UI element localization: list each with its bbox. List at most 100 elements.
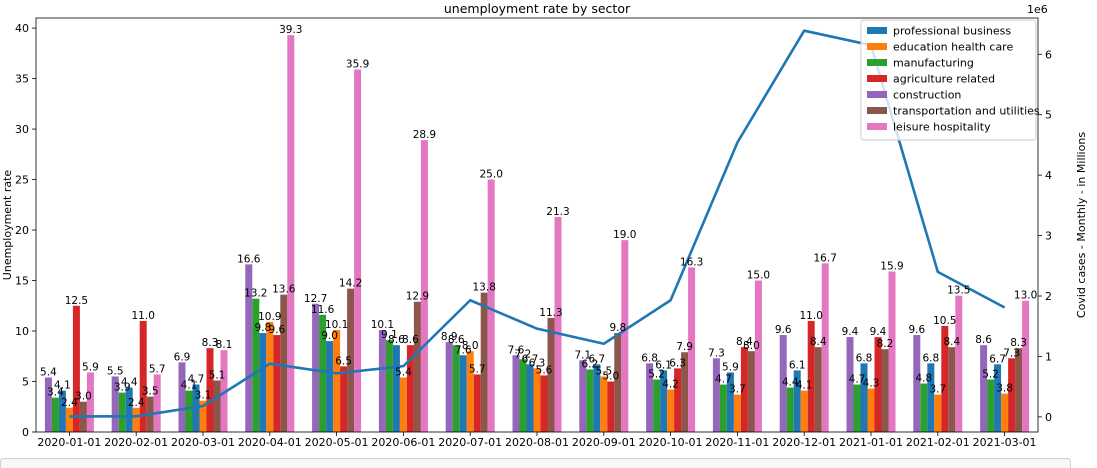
bar [800, 390, 808, 432]
bar [860, 363, 868, 432]
bar [874, 337, 882, 432]
bar [252, 298, 260, 432]
y2-axis-label: Covid cases - Monthly - in Millions [1075, 132, 1088, 318]
bar-value-label: 8.2 [877, 338, 894, 350]
bar [688, 267, 696, 432]
bar [920, 383, 928, 432]
y2-tick-label: 5 [1045, 109, 1052, 122]
data-labels: 5.4 5.56.916.612.710.18.97.6 7.1 6.8 7.39.6 9… [40, 24, 1037, 409]
y-tick-label: 10 [15, 325, 29, 338]
bar [888, 271, 896, 432]
bar [266, 321, 274, 432]
bar-value-label: 5.4 [395, 366, 412, 378]
bar [867, 388, 875, 432]
bar [593, 364, 601, 432]
bar-value-label: 5.2 [982, 368, 999, 380]
bar [72, 305, 80, 432]
bar [466, 351, 474, 432]
bar-value-label: 9.6 [908, 324, 925, 336]
x-tick-label: 2020-06-01 [371, 436, 435, 449]
x-tick-label: 2021-02-01 [906, 436, 970, 449]
bar-value-label: 4.8 [915, 373, 932, 385]
bar-value-label: 9.4 [842, 326, 859, 338]
x-tick-label: 2021-03-01 [973, 436, 1037, 449]
bar-value-label: 4.7 [715, 374, 732, 386]
legend-label: leisure hospitality [893, 121, 991, 134]
bar [347, 288, 355, 432]
bar [779, 335, 787, 432]
legend-label: transportation and utilities [893, 105, 1040, 118]
bar [220, 350, 228, 432]
bar [786, 387, 794, 432]
bar-value-label: 11.6 [311, 304, 335, 316]
bar-value-label: 8.0 [462, 340, 479, 352]
covid-line [69, 29, 1006, 418]
bar-value-label: 6.9 [174, 351, 191, 363]
bar-value-label: 11.3 [539, 307, 562, 319]
bar [941, 325, 949, 432]
legend-swatch [867, 59, 887, 66]
bar-value-label: 7.9 [676, 341, 693, 353]
bars [44, 35, 1030, 432]
bar [312, 303, 320, 432]
bar [519, 359, 527, 432]
bar-value-label: 4.1 [181, 380, 198, 392]
bar-value-label: 5.5 [595, 365, 612, 377]
bar-value-label: 3.7 [929, 384, 946, 396]
bar [540, 375, 548, 432]
bar [199, 400, 207, 432]
bar-value-label: 16.3 [680, 256, 703, 268]
axes: 0 5 10 15 20 25 30 35 40 0 1 2 3 4 5 6 2020-01-01 2020-02… [15, 17, 1052, 449]
bar [554, 216, 562, 432]
bar [44, 377, 52, 432]
bar-value-label: 5.9 [82, 361, 99, 373]
bar [58, 390, 66, 432]
bar [132, 407, 140, 432]
x-tick-label: 2021-01-01 [839, 436, 903, 449]
bar [319, 314, 327, 432]
bar [681, 352, 689, 432]
bar [333, 330, 341, 432]
bar-value-label: 9.6 [268, 324, 285, 336]
bar [614, 333, 622, 432]
x-tick-label: 2020-05-01 [305, 436, 369, 449]
bar-value-label: 10.1 [325, 319, 348, 331]
bar-value-label: 6.1 [789, 359, 806, 371]
bar [473, 374, 481, 432]
y2-offset-text: 1e6 [1027, 3, 1048, 16]
bar [420, 140, 428, 432]
bar-value-label: 10.5 [933, 315, 956, 327]
bar [86, 372, 94, 432]
bar-value-label: 8.4 [810, 336, 827, 348]
legend-swatch [867, 123, 887, 130]
bar-value-label: 11.0 [800, 310, 823, 322]
y2-tick-label: 3 [1045, 230, 1052, 243]
bar-value-label: 3.1 [195, 390, 212, 402]
bar-value-label: 5.9 [722, 361, 739, 373]
bar-value-label: 6.3 [529, 357, 546, 369]
bar-value-label: 8.6 [448, 334, 465, 346]
legend-swatch [867, 27, 887, 34]
bar-value-label: 15.0 [747, 270, 770, 282]
bar [1008, 358, 1016, 432]
bar [913, 335, 921, 432]
bar-value-label: 5.7 [149, 363, 166, 375]
bar [51, 397, 59, 432]
bar-value-label: 3.0 [75, 391, 92, 403]
legend-label: manufacturing [893, 57, 974, 70]
x-tick-label: 2020-11-01 [705, 436, 769, 449]
bar [747, 351, 755, 432]
bar-value-label: 6.8 [856, 352, 873, 364]
bar [547, 317, 555, 432]
x-tick-label: 2020-12-01 [772, 436, 836, 449]
bar [340, 366, 348, 432]
legend: professional business education health ca… [860, 19, 1040, 141]
bar [392, 345, 400, 432]
y2-tick-label: 4 [1045, 169, 1052, 182]
y-tick-label: 40 [15, 22, 29, 35]
bar-value-label: 6.7 [522, 353, 539, 365]
bar-value-label: 6.5 [335, 355, 352, 367]
bar-value-label: 8.6 [402, 334, 419, 346]
bar-value-label: 5.2 [648, 368, 665, 380]
y2-tick-label: 0 [1045, 411, 1052, 424]
